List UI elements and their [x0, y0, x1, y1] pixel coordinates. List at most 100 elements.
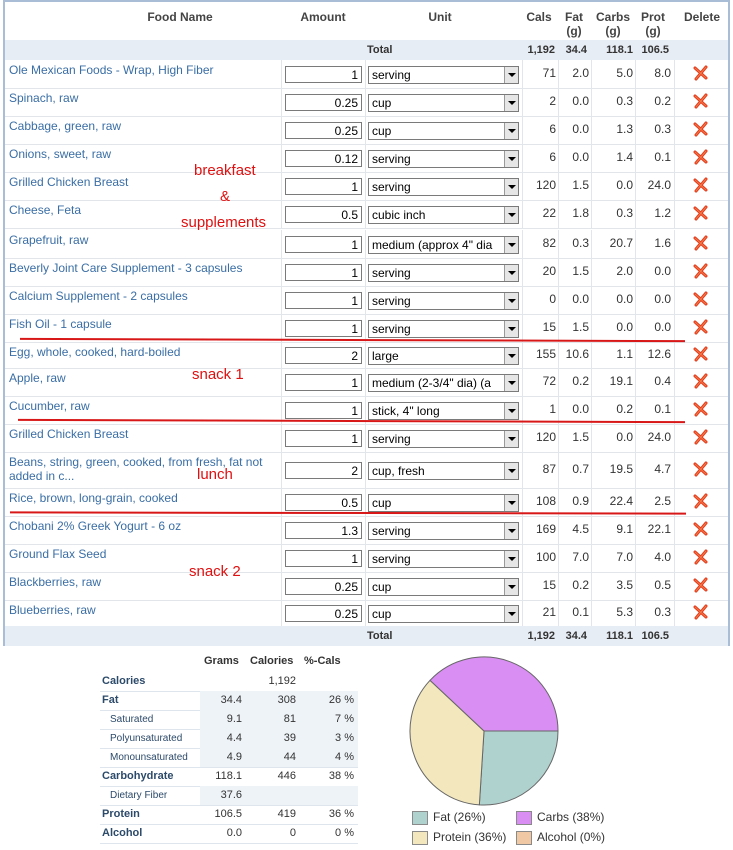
header-amount[interactable]: Amount	[300, 10, 346, 24]
unit-select[interactable]: serving	[368, 150, 519, 168]
fat-value: 2.0	[572, 66, 589, 80]
delete-icon[interactable]	[693, 577, 709, 593]
food-name-link[interactable]: Onions, sweet, raw	[9, 147, 112, 161]
unit-select[interactable]: serving	[368, 264, 519, 282]
delete-icon[interactable]	[693, 373, 709, 389]
amount-input[interactable]	[285, 578, 362, 595]
unit-select[interactable]: cubic inch	[368, 206, 519, 224]
summary-calories: 308	[277, 694, 296, 706]
amount-input[interactable]	[285, 374, 362, 391]
amount-input[interactable]	[285, 494, 362, 511]
amount-input[interactable]	[285, 462, 362, 479]
food-name-link[interactable]: Ground Flax Seed	[9, 547, 107, 561]
delete-icon[interactable]	[693, 121, 709, 137]
header-fat[interactable]: Fat (g)	[559, 10, 589, 38]
header-food-name[interactable]: Food Name	[147, 10, 213, 24]
unit-select[interactable]: cup	[368, 578, 519, 596]
delete-icon[interactable]	[693, 401, 709, 417]
delete-icon[interactable]	[693, 461, 709, 477]
amount-input[interactable]	[285, 206, 362, 223]
amount-input[interactable]	[285, 402, 362, 419]
food-name-link[interactable]: Rice, brown, long-grain, cooked	[9, 491, 178, 505]
unit-select[interactable]: serving	[368, 320, 519, 338]
delete-icon[interactable]	[693, 93, 709, 109]
food-name-link[interactable]: Spinach, raw	[9, 91, 79, 105]
delete-icon[interactable]	[693, 429, 709, 445]
delete-icon[interactable]	[693, 65, 709, 81]
amount-input[interactable]	[285, 522, 362, 539]
amount-input[interactable]	[285, 264, 362, 281]
delete-icon[interactable]	[693, 235, 709, 251]
unit-select[interactable]: cup	[368, 605, 519, 623]
food-name-link[interactable]: Cucumber, raw	[9, 399, 90, 413]
amount-input[interactable]	[285, 605, 362, 622]
food-name-link[interactable]: Calcium Supplement - 2 capsules	[9, 289, 188, 303]
amount-input[interactable]	[285, 347, 362, 364]
delete-icon[interactable]	[693, 177, 709, 193]
food-name-link[interactable]: Blueberries, raw	[9, 603, 96, 617]
food-name-link[interactable]: Ole Mexican Foods - Wrap, High Fiber	[9, 63, 214, 77]
column-divider	[365, 600, 366, 626]
delete-icon[interactable]	[693, 493, 709, 509]
food-name-link[interactable]: Egg, whole, cooked, hard-boiled	[9, 345, 181, 359]
delete-icon[interactable]	[693, 521, 709, 537]
unit-select[interactable]: cup	[368, 494, 519, 512]
delete-icon[interactable]	[693, 549, 709, 565]
food-name-link[interactable]: Apple, raw	[9, 371, 66, 385]
amount-input[interactable]	[285, 178, 362, 195]
unit-select[interactable]: serving	[368, 522, 519, 540]
column-divider	[522, 396, 523, 424]
unit-select[interactable]: large	[368, 347, 519, 365]
header-carbs[interactable]: Carbs (g)	[593, 10, 633, 38]
unit-select[interactable]: medium (2-3/4" dia) (a	[368, 374, 519, 392]
chevron-down-icon	[504, 523, 518, 539]
header-prot[interactable]: Prot (g)	[637, 10, 669, 38]
header-cals[interactable]: Cals	[526, 10, 552, 24]
unit-select[interactable]: serving	[368, 550, 519, 568]
food-row: Egg, whole, cooked, hard-boiled large 15…	[5, 342, 728, 369]
column-divider	[635, 314, 636, 342]
unit-select[interactable]: serving	[368, 292, 519, 310]
delete-icon[interactable]	[693, 205, 709, 221]
delete-icon[interactable]	[693, 346, 709, 362]
delete-icon[interactable]	[693, 291, 709, 307]
unit-select[interactable]: cup	[368, 94, 519, 112]
amount-input[interactable]	[285, 122, 362, 139]
column-divider	[522, 600, 523, 626]
delete-icon[interactable]	[693, 149, 709, 165]
amount-input[interactable]	[285, 236, 362, 253]
unit-select[interactable]: stick, 4" long	[368, 402, 519, 420]
amount-input[interactable]	[285, 150, 362, 167]
unit-select[interactable]: cup	[368, 122, 519, 140]
unit-select[interactable]: serving	[368, 178, 519, 196]
delete-icon[interactable]	[693, 604, 709, 620]
delete-icon[interactable]	[693, 319, 709, 335]
amount-input[interactable]	[285, 66, 362, 83]
food-name-link[interactable]: Grilled Chicken Breast	[9, 175, 129, 189]
food-name-link[interactable]: Grapefruit, raw	[9, 233, 89, 247]
food-name-link[interactable]: Cheese, Feta	[9, 203, 82, 217]
food-name-link[interactable]: Beverly Joint Care Supplement - 3 capsul…	[9, 261, 243, 275]
unit-select[interactable]: serving	[368, 66, 519, 84]
column-divider	[674, 424, 675, 452]
header-unit[interactable]: Unit	[428, 10, 452, 24]
food-name-link[interactable]: Beans, string, green, cooked, from fresh…	[9, 455, 263, 483]
food-name-link[interactable]: Grilled Chicken Breast	[9, 427, 129, 441]
amount-input[interactable]	[285, 292, 362, 309]
amount-input[interactable]	[285, 430, 362, 447]
food-name-link[interactable]: Blackberries, raw	[9, 575, 102, 589]
amount-input[interactable]	[285, 550, 362, 567]
delete-icon[interactable]	[693, 263, 709, 279]
unit-select[interactable]: serving	[368, 430, 519, 448]
column-divider	[365, 200, 366, 228]
unit-select[interactable]: cup, fresh	[368, 462, 519, 480]
food-name-link[interactable]: Chobani 2% Greek Yogurt - 6 oz	[9, 519, 182, 533]
fat-value: 0.0	[572, 402, 589, 416]
unit-select[interactable]: medium (approx 4" dia	[368, 236, 519, 254]
food-name-link[interactable]: Fish Oil - 1 capsule	[9, 317, 112, 331]
amount-input[interactable]	[285, 94, 362, 111]
column-divider	[591, 544, 592, 572]
chevron-down-icon	[504, 237, 518, 253]
amount-input[interactable]	[285, 320, 362, 337]
food-name-link[interactable]: Cabbage, green, raw	[9, 119, 122, 133]
